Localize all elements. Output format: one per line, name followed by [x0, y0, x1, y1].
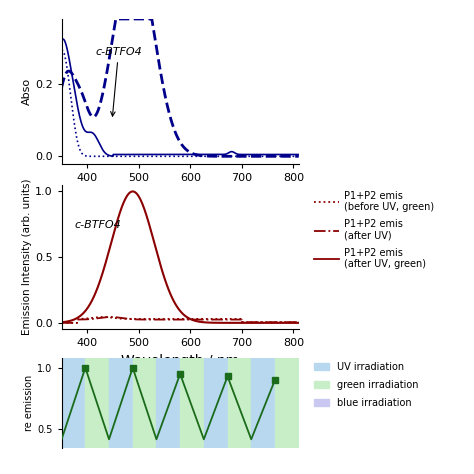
Bar [251, 358, 275, 448]
Bar [109, 358, 133, 448]
Legend: UV irradiation, green irradiation, blue irradiation: UV irradiation, green irradiation, blue … [310, 358, 422, 411]
Bar [156, 358, 180, 448]
Bar [62, 358, 85, 448]
Y-axis label: Abso: Abso [22, 78, 32, 105]
Legend: P1+P2 emis
(before UV, green), P1+P2 emis
(after UV), P1+P2 emis
(after UV, gree: P1+P2 emis (before UV, green), P1+P2 emi… [310, 187, 438, 273]
Y-axis label: re emission: re emission [25, 375, 35, 431]
Text: c-BTFO4: c-BTFO4 [74, 220, 121, 230]
X-axis label: Wavelength / nm: Wavelength / nm [121, 354, 239, 368]
Bar [275, 358, 299, 448]
Bar [228, 358, 251, 448]
Y-axis label: Emission Intensity (arb. units): Emission Intensity (arb. units) [22, 179, 32, 336]
Bar [85, 358, 109, 448]
Text: c-BTFO4: c-BTFO4 [95, 47, 142, 116]
Bar [204, 358, 228, 448]
Bar [180, 358, 204, 448]
Bar [133, 358, 156, 448]
